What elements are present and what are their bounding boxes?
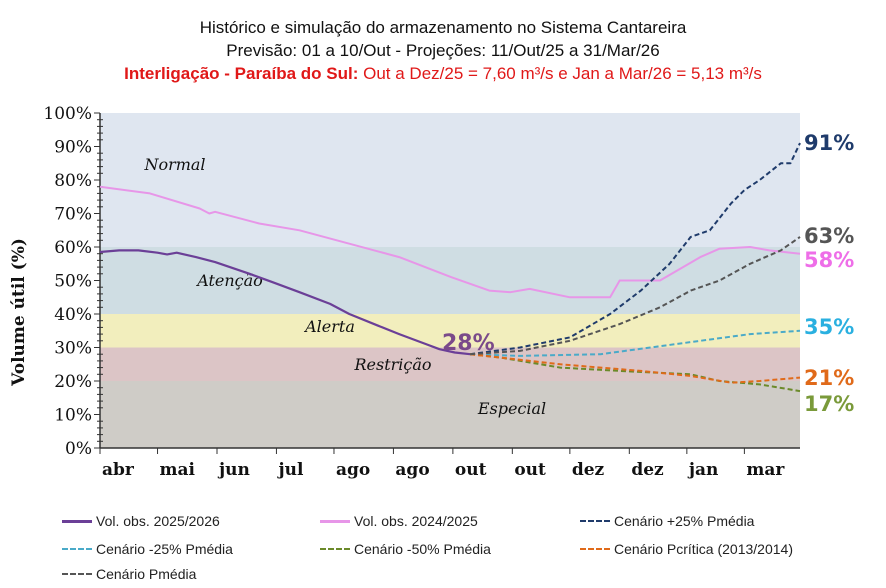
chart-title: Histórico e simulação do armazenamento n…	[199, 18, 687, 37]
band-label: Atenção	[195, 271, 263, 290]
legend-label: Vol. obs. 2025/2026	[96, 513, 220, 529]
legend-swatch	[580, 520, 610, 522]
band-label: Normal	[143, 155, 205, 174]
band-alerta	[100, 314, 800, 348]
y-tick-label: 70%	[54, 205, 92, 225]
y-tick-label: 60%	[54, 238, 92, 258]
legend-swatch	[320, 548, 350, 550]
end-value-label: 35%	[804, 315, 854, 339]
y-tick-label: 10%	[54, 406, 92, 426]
band-atenção	[100, 247, 800, 314]
x-tick-label: jan	[687, 460, 719, 480]
legend-swatch	[62, 573, 92, 575]
legend-label: Cenário Pmédia	[96, 566, 197, 582]
legend-item: Cenário Pcrítica (2013/2014)	[580, 541, 793, 557]
y-tick-label: 50%	[54, 272, 92, 292]
y-tick-label: 0%	[65, 439, 92, 459]
x-tick-label: abr	[102, 460, 135, 480]
band-restrição	[100, 347, 800, 381]
legend-item: Vol. obs. 2025/2026	[62, 513, 220, 529]
note-bold: Interligação - Paraíba do Sul:	[124, 64, 359, 83]
band-label: Alerta	[303, 317, 355, 336]
x-tick-label: dez	[572, 460, 605, 480]
legend-swatch	[580, 548, 610, 550]
legend-swatch	[320, 519, 350, 523]
y-tick-label: 20%	[54, 372, 92, 392]
band-label: Especial	[477, 399, 546, 418]
band-normal	[100, 113, 800, 247]
y-tick-label: 100%	[43, 104, 92, 124]
legend-item: Cenário -50% Pmédia	[320, 541, 491, 557]
x-tick-label: mai	[160, 460, 196, 480]
y-tick-label: 30%	[54, 339, 92, 359]
series-line-0	[99, 249, 471, 356]
current-value-label: 28%	[442, 331, 495, 356]
y-tick-label: 80%	[54, 171, 92, 191]
end-value-label: 21%	[804, 366, 854, 390]
legend-swatch	[62, 548, 92, 550]
x-tick-label: out	[455, 460, 487, 480]
end-value-label: 58%	[804, 248, 854, 272]
legend-label: Cenário -50% Pmédia	[354, 541, 491, 557]
legend-swatch	[62, 519, 92, 523]
y-tick-label: 90%	[54, 138, 92, 158]
end-value-label: 17%	[804, 392, 854, 416]
x-tick-label: jul	[276, 460, 304, 480]
x-tick-label: dez	[631, 460, 664, 480]
legend-item: Vol. obs. 2024/2025	[320, 513, 478, 529]
series-line-6	[470, 236, 801, 356]
band-especial	[100, 381, 800, 448]
y-axis-label: Volume útil (%)	[9, 238, 29, 387]
x-tick-label: ago	[336, 460, 370, 480]
note-rest: Out a Dez/25 = 7,60 m³/s e Jan a Mar/26 …	[358, 64, 762, 83]
series-line-3	[470, 329, 801, 357]
end-value-label: 91%	[804, 131, 854, 155]
legend-item: Cenário -25% Pmédia	[62, 541, 233, 557]
y-tick-label: 40%	[54, 305, 92, 325]
x-tick-label: mar	[746, 460, 785, 480]
legend-label: Cenário Pcrítica (2013/2014)	[614, 541, 793, 557]
legend-item: Cenário +25% Pmédia	[580, 513, 754, 529]
legend-label: Cenário +25% Pmédia	[614, 513, 755, 529]
legend-item: Cenário Pmédia	[62, 566, 196, 582]
x-tick-label: ago	[395, 460, 429, 480]
x-tick-label: out	[514, 460, 546, 480]
chart-subtitle: Previsão: 01 a 10/Out - Projeções: 11/Ou…	[226, 41, 660, 60]
legend-label: Vol. obs. 2024/2025	[354, 513, 478, 529]
legend-label: Cenário -25% Pmédia	[96, 541, 233, 557]
x-tick-label: jun	[217, 460, 250, 480]
series-line-1	[99, 185, 801, 299]
series-line-5	[469, 353, 801, 384]
band-label: Restrição	[353, 355, 431, 374]
end-value-label: 63%	[804, 224, 854, 248]
chart-note: Interligação - Paraíba do Sul: Out a Dez…	[0, 64, 886, 84]
